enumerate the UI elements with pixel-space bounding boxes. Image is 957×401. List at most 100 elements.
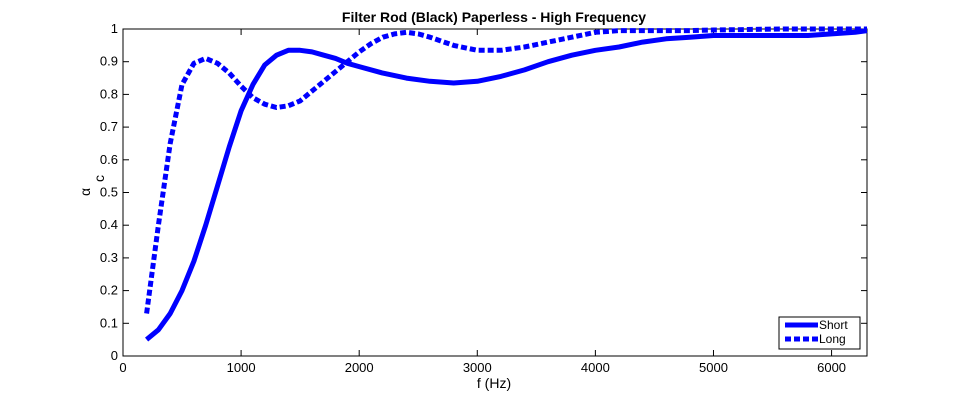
legend: Short Long xyxy=(778,316,861,350)
y-tick-label: 0.9 xyxy=(100,54,118,69)
data-point-long xyxy=(288,105,289,106)
y-axis-label-group: α c xyxy=(77,175,107,196)
data-point-short xyxy=(855,32,856,33)
data-point-long xyxy=(382,37,383,38)
x-tick-label: 1000 xyxy=(227,360,256,375)
data-point-short xyxy=(808,35,809,36)
data-point-short xyxy=(252,84,253,85)
data-point-short xyxy=(571,55,572,56)
series-layer xyxy=(144,26,868,342)
data-point-short xyxy=(312,51,313,52)
data-point-short xyxy=(784,35,785,36)
data-point-short xyxy=(430,81,431,82)
y-axis-label: α xyxy=(77,188,93,196)
data-point-short xyxy=(477,81,478,82)
data-point-short xyxy=(229,146,230,147)
data-point-short xyxy=(689,37,690,38)
data-point-long xyxy=(808,29,809,30)
data-point-short xyxy=(760,35,761,36)
data-point-short xyxy=(193,261,194,262)
data-point-short xyxy=(831,33,832,34)
data-point-short xyxy=(264,65,265,66)
data-point-long xyxy=(335,71,336,72)
data-point-short xyxy=(642,42,643,43)
data-point-long xyxy=(300,100,301,101)
data-point-short xyxy=(595,50,596,51)
y-tick-label: 0.3 xyxy=(100,250,118,265)
x-tick-label: 5000 xyxy=(699,360,728,375)
data-point-short xyxy=(241,110,242,111)
data-point-long xyxy=(264,104,265,105)
data-point-short xyxy=(170,313,171,314)
legend-box xyxy=(778,316,861,350)
data-point-long xyxy=(867,29,868,30)
data-point-long xyxy=(252,97,253,98)
data-point-long xyxy=(453,45,454,46)
data-point-long xyxy=(571,37,572,38)
data-point-long xyxy=(689,30,690,31)
data-point-short xyxy=(382,73,383,74)
x-tick-label: 0 xyxy=(119,360,126,375)
y-tick-label: 0.5 xyxy=(100,185,118,200)
data-point-long xyxy=(347,61,348,62)
y-tick-label: 0.7 xyxy=(100,119,118,134)
data-point-short xyxy=(666,38,667,39)
x-tick-label: 3000 xyxy=(463,360,492,375)
data-point-short xyxy=(182,290,183,291)
data-point-long xyxy=(760,29,761,30)
y-tick-label: 0.2 xyxy=(100,283,118,298)
data-point-short xyxy=(453,83,454,84)
data-point-long xyxy=(477,50,478,51)
data-point-short xyxy=(158,329,159,330)
data-point-short xyxy=(300,50,301,51)
data-point-long xyxy=(548,42,549,43)
data-point-long xyxy=(193,63,194,64)
data-point-long xyxy=(430,37,431,38)
data-point-long xyxy=(831,29,832,30)
y-axis-label-subscript: c xyxy=(91,175,107,182)
legend-label-short: Short xyxy=(819,318,848,332)
legend-label-long: Long xyxy=(819,332,846,346)
data-point-long xyxy=(371,43,372,44)
series-line-long xyxy=(144,26,867,314)
data-point-long xyxy=(500,50,501,51)
data-point-long xyxy=(229,73,230,74)
axis-ticks: 0 1000 2000 3000 4000 5000 6000 0 0.1 0.2 0.3 0.4 0.… xyxy=(100,21,867,375)
data-point-long xyxy=(182,84,183,85)
data-point-short xyxy=(500,76,501,77)
data-point-long xyxy=(642,30,643,31)
y-tick-label: 0.4 xyxy=(100,217,118,232)
series-line-short xyxy=(145,28,868,342)
data-point-long xyxy=(205,58,206,59)
data-point-short xyxy=(713,35,714,36)
data-point-long xyxy=(855,29,856,30)
data-point-long xyxy=(312,91,313,92)
data-point-long xyxy=(713,30,714,31)
data-point-long xyxy=(146,313,147,314)
data-point-long xyxy=(737,29,738,30)
y-tick-label: 0.8 xyxy=(100,86,118,101)
data-point-short xyxy=(205,225,206,226)
data-point-short xyxy=(619,47,620,48)
data-point-short xyxy=(406,78,407,79)
y-tick-label: 0 xyxy=(111,348,118,363)
data-point-short xyxy=(323,55,324,56)
data-point-long xyxy=(241,86,242,87)
data-point-long xyxy=(619,30,620,31)
y-tick-label: 0.6 xyxy=(100,152,118,167)
data-point-long xyxy=(666,30,667,31)
data-point-long xyxy=(418,33,419,34)
x-tick-label: 6000 xyxy=(817,360,846,375)
data-point-short xyxy=(335,58,336,59)
data-point-short xyxy=(359,66,360,67)
data-point-long xyxy=(158,225,159,226)
data-point-short xyxy=(737,35,738,36)
y-tick-label: 1 xyxy=(111,21,118,36)
y-tick-label: 0.1 xyxy=(100,315,118,330)
data-point-long xyxy=(406,32,407,33)
data-point-short xyxy=(276,55,277,56)
data-point-long xyxy=(217,63,218,64)
data-point-long xyxy=(359,51,360,52)
chart-title: Filter Rod (Black) Paperless - High Freq… xyxy=(342,9,646,25)
